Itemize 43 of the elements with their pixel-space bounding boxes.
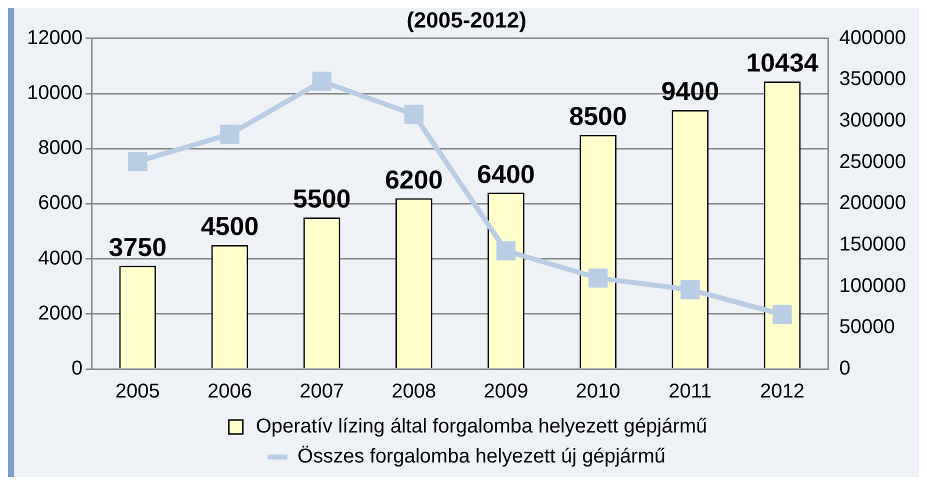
data-label: 9400 (661, 76, 720, 106)
legend-label: Operatív lízing által forgalomba helyezett gépjármű (256, 416, 708, 438)
y2-tick-label: 400000 (839, 26, 906, 49)
y2-tick-label: 250000 (839, 150, 906, 173)
y2-tick-label: 300000 (839, 110, 906, 132)
data-label: 5500 (292, 184, 351, 214)
x-tick-label: 2005 (115, 380, 160, 403)
y-tick-label: 10000 (26, 82, 83, 104)
x-tick-label: 2007 (300, 380, 344, 403)
point (588, 268, 608, 288)
y-tick-label: 6000 (38, 192, 83, 214)
legend-label: Összes forgalomba helyezett új gépjármű (298, 446, 666, 468)
y-tick-label: 0 (71, 358, 83, 380)
data-label: 6200 (384, 164, 443, 194)
point (404, 104, 424, 124)
data-label: 8500 (569, 100, 627, 131)
point (128, 152, 148, 172)
y2-tick-label: 50000 (839, 316, 895, 338)
y2-tick-label: 200000 (839, 192, 906, 214)
y2-tick-label: 0 (839, 358, 850, 380)
x-tick-label: 2006 (207, 380, 252, 403)
y-tick-label: 4000 (38, 247, 83, 270)
point (496, 241, 516, 260)
point (772, 304, 792, 324)
x-tick-label: 2010 (576, 380, 620, 403)
point (680, 280, 700, 300)
point (312, 72, 332, 91)
data-label: 10434 (746, 48, 819, 78)
y-tick-label: 12000 (26, 26, 83, 49)
data-label: 4500 (200, 211, 259, 242)
data-label: 6400 (477, 158, 535, 189)
chart-title: (2005-2012) (406, 7, 526, 32)
x-tick-label: 2008 (392, 380, 436, 403)
y2-tick-label: 350000 (839, 68, 906, 90)
point (220, 124, 240, 144)
y2-tick-label: 100000 (839, 274, 906, 297)
y-tick-label: 8000 (38, 137, 83, 160)
x-tick-label: 2012 (760, 380, 804, 403)
data-label: 3750 (108, 232, 167, 262)
x-tick-label: 2011 (668, 380, 712, 403)
x-tick-label: 2009 (484, 380, 528, 403)
y2-tick-label: 150000 (839, 234, 906, 256)
y-tick-label: 2000 (38, 302, 83, 324)
